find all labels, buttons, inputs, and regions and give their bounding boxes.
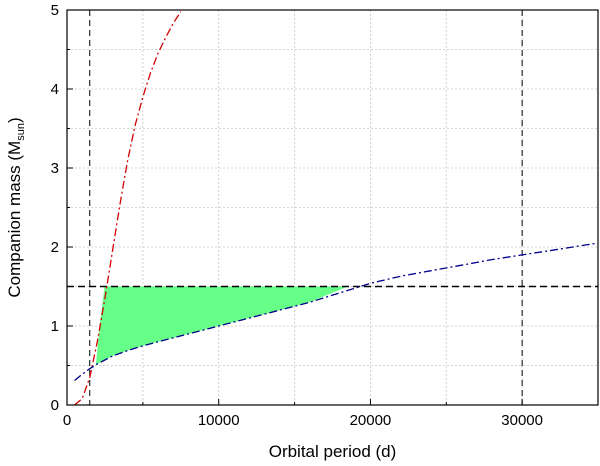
y-tick-label: 4 [51, 81, 59, 98]
y-axis-label-subscript: sun [15, 123, 27, 141]
allowed-region [95, 286, 348, 366]
y-tick-label: 5 [51, 2, 59, 19]
x-tick-label: 30000 [501, 412, 543, 429]
x-tick-label: 0 [63, 412, 71, 429]
reference-lines [67, 10, 598, 405]
series-lines [74, 11, 599, 406]
y-tick-label: 2 [51, 239, 59, 256]
y-tick-label: 3 [51, 160, 59, 177]
x-axis-label: Orbital period (d) [269, 442, 397, 461]
y-tick-label: 1 [51, 318, 59, 335]
y-axis-label: Companion mass (Msun) [5, 117, 27, 297]
y-axis-label-main: Companion mass (M [5, 141, 24, 298]
allowed-region-area [95, 286, 348, 366]
axis-ticks: 0 10000 20000 30000 0 1 2 3 4 5 [51, 2, 599, 429]
x-tick-label: 20000 [350, 412, 392, 429]
x-tick-label: 10000 [198, 412, 240, 429]
y-axis-label-end: ) [5, 117, 24, 123]
grid [67, 10, 599, 405]
y-tick-label: 0 [51, 397, 59, 414]
series-line-blue [74, 242, 599, 382]
series-line-red [74, 11, 182, 406]
